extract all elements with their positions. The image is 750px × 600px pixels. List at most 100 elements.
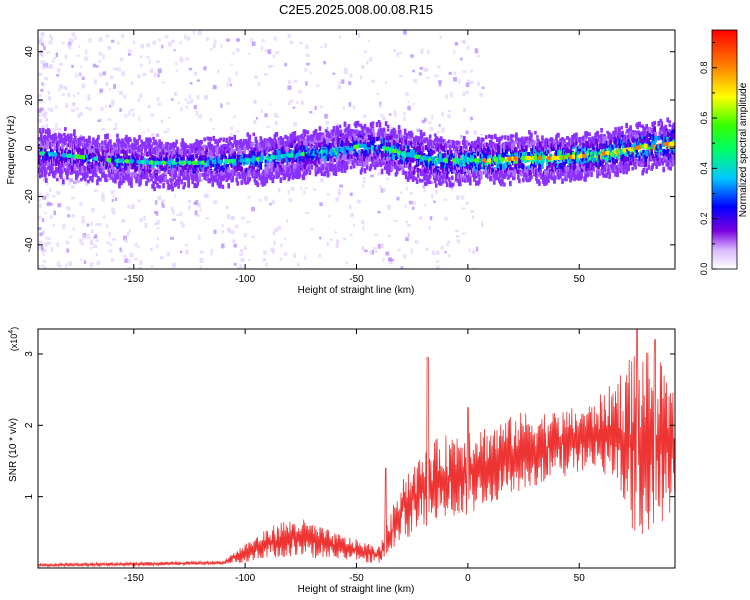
spectrogram-speckle xyxy=(80,134,83,137)
spectrogram-cell xyxy=(274,139,278,143)
spectrogram-cell xyxy=(125,144,128,149)
spectrogram-speckle xyxy=(87,94,91,99)
spectrogram-cell xyxy=(206,174,209,178)
spectrogram-speckle xyxy=(304,255,307,260)
spectrogram-cell xyxy=(419,129,423,135)
spectrogram-cell xyxy=(440,138,444,143)
spectrogram-speckle xyxy=(470,80,474,84)
spectrogram-speckle xyxy=(444,250,447,254)
spectrogram-cell xyxy=(51,148,54,154)
spectrogram-cell xyxy=(445,182,449,188)
spectrogram-cell xyxy=(65,157,68,162)
spectrogram-cell xyxy=(474,180,478,186)
spectrogram-speckle xyxy=(98,37,103,43)
spectrogram-cell xyxy=(231,173,235,180)
spectrogram-cell xyxy=(124,137,127,142)
spectrogram-speckle xyxy=(428,121,432,124)
spectrogram-speckle xyxy=(171,39,175,44)
spectrogram-cell xyxy=(91,162,94,168)
spectrogram-cell xyxy=(335,161,339,166)
spectrogram-cell xyxy=(261,150,265,156)
spectrogram-cell xyxy=(243,153,247,158)
spectrogram-speckle xyxy=(52,128,56,133)
spectrogram-speckle xyxy=(396,196,400,201)
spectrogram-cell xyxy=(110,162,113,166)
spectrogram-speckle xyxy=(476,54,481,58)
spectrogram-cell xyxy=(362,150,366,155)
spectrogram-speckle xyxy=(184,243,188,247)
spectrogram-speckle xyxy=(212,85,217,90)
spectrogram-speckle xyxy=(276,115,280,118)
spectrogram-speckle xyxy=(441,111,444,117)
spectrogram-speckle xyxy=(303,190,306,195)
spectrogram-cell xyxy=(45,129,48,135)
spectrogram-cell xyxy=(387,171,391,176)
spectrogram-cell xyxy=(84,138,87,142)
spectrogram-cell xyxy=(173,149,176,155)
spectrogram-speckle xyxy=(447,110,452,113)
spectrogram-cell xyxy=(264,159,268,163)
spectrogram-speckle xyxy=(247,196,251,199)
spectrogram-cell xyxy=(426,174,430,180)
spectrogram-speckle xyxy=(38,240,43,245)
spectrogram-cell xyxy=(365,163,369,170)
spectrogram-speckle xyxy=(240,258,245,262)
spectrogram-cell xyxy=(85,158,88,163)
spectrogram-cell xyxy=(58,146,61,153)
spectrogram-cell xyxy=(252,132,256,137)
spectrogram-speckle xyxy=(38,199,42,202)
spectrogram-cell xyxy=(236,181,240,186)
spectrogram-speckle xyxy=(105,81,109,86)
spectrogram-speckle xyxy=(476,246,479,252)
spectrogram-cell xyxy=(245,140,249,144)
spectrogram-speckle xyxy=(162,204,165,209)
spectrogram-cell xyxy=(377,145,381,151)
spectrogram-cell xyxy=(293,173,297,179)
spectrogram-cell xyxy=(278,148,282,153)
spectrogram-speckle xyxy=(65,241,69,245)
spectrogram-speckle xyxy=(221,243,225,249)
spectrogram-cell xyxy=(465,174,469,179)
spectrogram-cell xyxy=(223,151,227,157)
spectrogram-cell xyxy=(125,134,128,139)
spectrogram-cell xyxy=(393,129,397,134)
spectrogram-cell xyxy=(293,139,297,144)
spectrogram-speckle xyxy=(250,38,254,43)
spectrogram-speckle xyxy=(348,204,352,210)
spectrogram-cell xyxy=(446,151,450,157)
spectrogram-cell xyxy=(406,158,410,164)
spectrogram-cell xyxy=(69,150,72,154)
spectrogram-cell xyxy=(279,144,283,150)
spectrogram-speckle xyxy=(115,67,119,71)
spectrogram-cell xyxy=(412,176,416,181)
spectrogram-cell xyxy=(38,159,41,165)
spectrogram-cell xyxy=(92,173,95,178)
spectrogram-cell xyxy=(336,151,340,156)
spectrogram-cell xyxy=(388,149,392,156)
spectrogram-cell xyxy=(56,158,59,164)
spectrogram-cell xyxy=(459,145,463,152)
spectrogram-cell xyxy=(388,135,392,140)
spectrogram-cell xyxy=(286,140,290,146)
spectrogram-speckle xyxy=(462,91,466,97)
spectrogram-cell xyxy=(377,119,381,124)
spectrogram-cell xyxy=(222,166,226,173)
spectrogram-cell xyxy=(255,161,259,165)
spectrogram-cell xyxy=(243,177,247,181)
spectrogram-cell xyxy=(231,143,235,149)
spectrogram-cell xyxy=(386,157,390,162)
spectrogram-speckle xyxy=(362,114,367,118)
spectrogram-cell xyxy=(231,177,235,183)
spectrogram-cell xyxy=(178,175,181,182)
spectrogram-cell xyxy=(428,172,432,179)
spectrogram-cell xyxy=(472,171,476,178)
spectrogram-speckle xyxy=(427,49,430,55)
spectrogram-speckle xyxy=(435,265,440,269)
spectrogram-speckle xyxy=(39,141,43,144)
spectrogram-cell xyxy=(437,149,441,155)
spectrogram-cell xyxy=(456,163,460,168)
spectrogram-cell xyxy=(459,150,463,155)
spectrogram-cell xyxy=(257,170,261,177)
spectrogram-speckle xyxy=(418,216,423,220)
spectrogram-cell xyxy=(266,174,270,179)
